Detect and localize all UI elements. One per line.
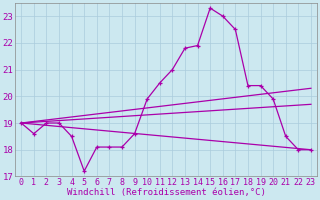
X-axis label: Windchill (Refroidissement éolien,°C): Windchill (Refroidissement éolien,°C) — [67, 188, 266, 197]
